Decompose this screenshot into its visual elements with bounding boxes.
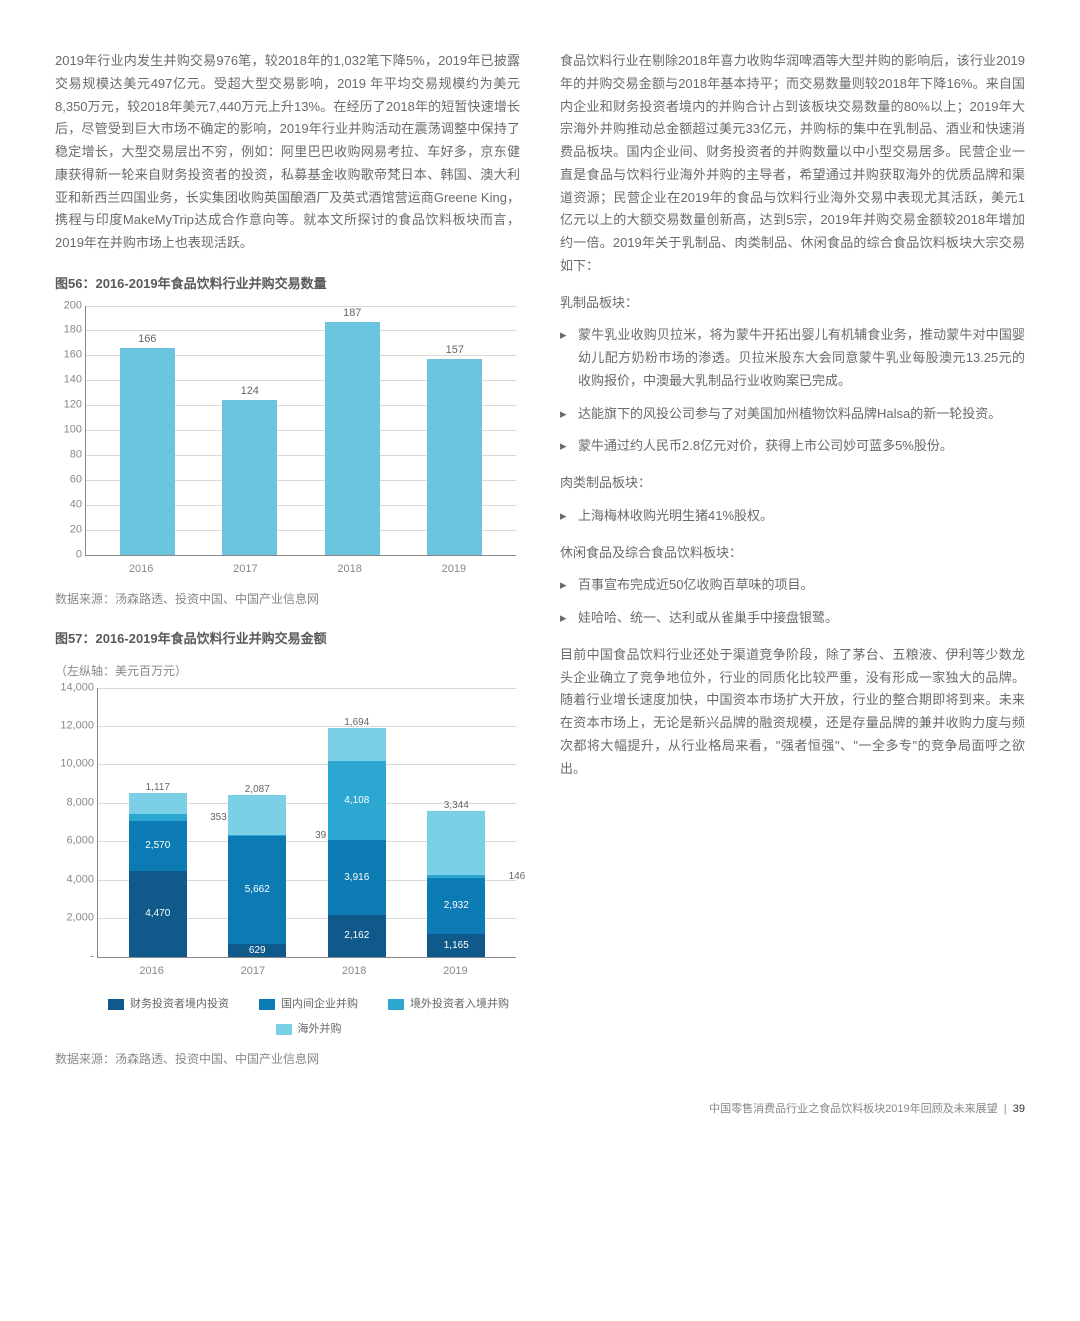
legend-label: 海外并购 [298,1020,342,1039]
bar-segment: 4,470 [129,871,187,957]
chart56-xaxis: 2016 2017 2018 2019 [59,556,516,579]
bar-segment: 629 [228,944,286,956]
ytick: 20 [56,520,82,539]
list-item: 达能旗下的风投公司参与了对美国加州植物饮料品牌Halsa的新一轮投资。 [560,403,1025,426]
ytick: 100 [56,420,82,439]
list-item: 上海梅林收购光明生猪41%股权。 [560,505,1025,528]
chart57-source: 数据来源：汤森路透、投资中国、中国产业信息网 [55,1049,520,1070]
ytick: 2,000 [54,908,94,927]
ytick: 140 [56,371,82,390]
list-item: 蒙牛通过约人民币2.8亿元对价，获得上市公司妙可蓝多5%股份。 [560,435,1025,458]
xtick: 2016 [114,560,169,579]
legend-item: 境外投资者入境并购 [388,995,509,1014]
right-para-1: 食品饮料行业在剔除2018年喜力收购华润啤酒等大型并购的影响后，该行业2019年… [560,50,1025,278]
legend-item: 国内间企业并购 [259,995,358,1014]
legend-item: 财务投资者境内投资 [108,995,229,1014]
xtick: 2019 [426,962,484,981]
legend-swatch [108,999,124,1010]
ytick: 12,000 [54,716,94,735]
legend-label: 境外投资者入境并购 [410,995,509,1014]
chart57-plot: -2,0004,0006,0008,00010,00012,00014,0004… [97,688,516,958]
legend-item: 海外并购 [276,1020,342,1039]
chart57-title: 图57：2016-2019年食品饮料行业并购交易金额 [55,628,520,651]
ytick: 6,000 [54,832,94,851]
footer-title: 中国零售消费品行业之食品饮料板块2019年回顾及未来展望 [709,1103,997,1115]
bar-segment: 2,087 [228,795,286,835]
left-intro-para: 2019年行业内发生并购交易976笔，较2018年的1,032笔下降5%，201… [55,50,520,255]
bar-segment: 5,662 [228,836,286,945]
bar-segment: 2,570 [129,821,187,870]
ytick: 8,000 [54,793,94,812]
bar-segment: 1,165 [427,934,485,956]
snack-heading: 休闲食品及综合食品饮料板块： [560,542,1025,565]
legend-label: 财务投资者境内投资 [130,995,229,1014]
bar: 157 [427,359,482,554]
ytick: 14,000 [54,678,94,697]
bar: 187 [325,322,380,555]
list-item: 娃哈哈、统一、达利或从雀巢手中接盘银鹭。 [560,607,1025,630]
ytick: 160 [56,346,82,365]
footer-page-number: 39 [1013,1103,1025,1115]
dairy-list: 蒙牛乳业收购贝拉米，将为蒙牛开拓出婴儿有机辅食业务，推动蒙牛对中国婴幼儿配方奶粉… [560,324,1025,458]
chart57-unit: （左纵轴：美元百万元） [55,661,520,682]
ytick: 10,000 [54,755,94,774]
page-footer: 中国零售消费品行业之食品饮料板块2019年回顾及未来展望 | 39 [55,1100,1025,1119]
ytick: - [54,947,94,966]
ytick: 0 [56,545,82,564]
meat-list: 上海梅林收购光明生猪41%股权。 [560,505,1025,528]
bar-segment: 4,108 [328,761,386,840]
xtick: 2016 [123,962,181,981]
bar-segment: 1,117 [129,793,187,814]
list-item: 百事宣布完成近50亿收购百草味的项目。 [560,574,1025,597]
legend-label: 国内间企业并购 [281,995,358,1014]
legend-swatch [259,999,275,1010]
ytick: 200 [56,296,82,315]
chart57-xaxis: 2016 2017 2018 2019 [59,958,516,981]
ytick: 120 [56,395,82,414]
ytick: 4,000 [54,870,94,889]
dairy-heading: 乳制品板块： [560,292,1025,315]
bar: 124 [222,400,277,554]
bar-segment: 2,932 [427,878,485,934]
bar-value: 157 [446,341,464,360]
bar-segment: 3,916 [328,840,386,915]
chart56-title: 图56：2016-2019年食品饮料行业并购交易数量 [55,273,520,296]
stacked-bar: 2,1623,9164,1081,694 [328,728,386,956]
ytick: 40 [56,495,82,514]
stacked-bar: 4,4702,5703531,117 [129,793,187,956]
bar-segment: 3,344 [427,811,485,875]
list-item: 蒙牛乳业收购贝拉米，将为蒙牛开拓出婴儿有机辅食业务，推动蒙牛对中国婴幼儿配方奶粉… [560,324,1025,392]
stacked-bar: 1,1652,9321463,344 [427,811,485,957]
bar-segment: 353 [129,814,187,821]
xtick: 2019 [426,560,481,579]
bar-segment: 1,694 [328,728,386,761]
snack-list: 百事宣布完成近50亿收购百草味的项目。娃哈哈、统一、达利或从雀巢手中接盘银鹭。 [560,574,1025,630]
meat-heading: 肉类制品板块： [560,472,1025,495]
ytick: 180 [56,321,82,340]
ytick: 80 [56,445,82,464]
bar: 166 [120,348,175,555]
chart56-source: 数据来源：汤森路透、投资中国、中国产业信息网 [55,589,520,610]
bar-segment: 146 [427,875,485,878]
bar-value: 166 [138,330,156,349]
ytick: 60 [56,470,82,489]
bar-segment: 2,162 [328,915,386,957]
xtick: 2018 [325,962,383,981]
bar-value: 124 [241,382,259,401]
legend-swatch [276,1024,292,1035]
xtick: 2017 [218,560,273,579]
right-para-2: 目前中国食品饮料行业还处于渠道竞争阶段，除了茅台、五粮液、伊利等少数龙头企业确立… [560,644,1025,781]
xtick: 2017 [224,962,282,981]
bar-value: 187 [343,304,361,323]
chart56-plot: 020406080100120140160180200166124187157 [85,306,516,556]
legend-swatch [388,999,404,1010]
stacked-bar: 6295,662392,087 [228,795,286,957]
xtick: 2018 [322,560,377,579]
chart57-legend: 财务投资者境内投资 国内间企业并购 境外投资者入境并购海外并购 [97,995,520,1040]
bar-segment: 39 [228,835,286,836]
